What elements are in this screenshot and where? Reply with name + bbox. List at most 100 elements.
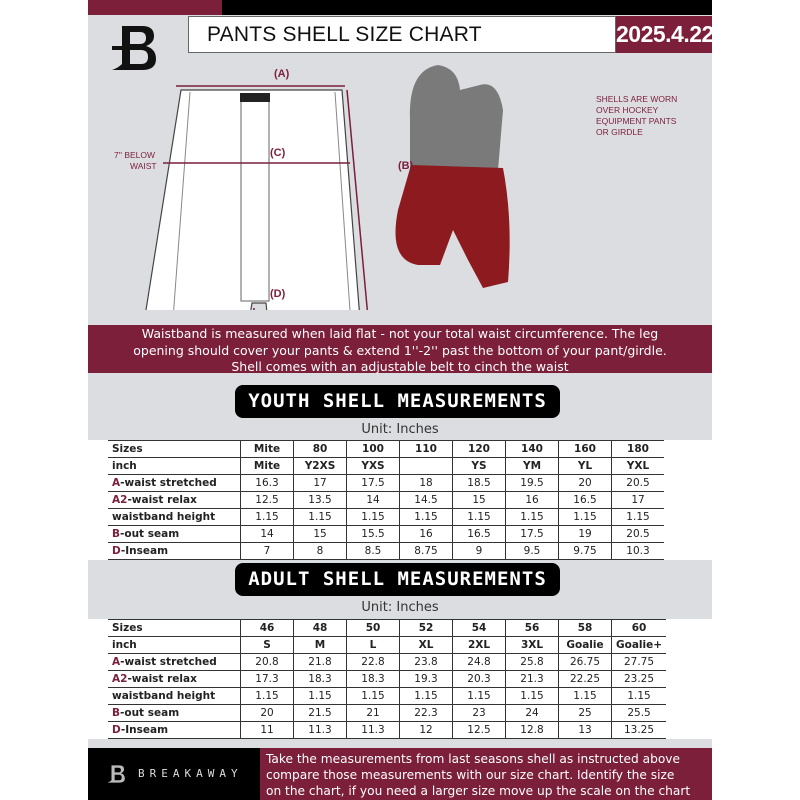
table-cell: 3XL: [505, 636, 559, 654]
brand-name: BREAKAWAY: [138, 767, 243, 780]
shell-note-line: EQUIPMENT PANTS: [596, 116, 677, 126]
table-cell: 9.5: [505, 542, 559, 560]
table-cell: 48: [293, 619, 347, 637]
table-cell: 1.15: [293, 687, 347, 705]
table-cell: 22.25: [558, 670, 612, 688]
row-label: waistband height: [108, 687, 241, 705]
measurement-label: -out seam: [120, 707, 180, 719]
table-cell: 13.5: [293, 491, 347, 509]
measurement-key: A2: [112, 494, 128, 506]
table-cell: 17.5: [346, 474, 400, 492]
table-row: waistband height 1.15 1.15 1.15 1.15 1.15 1.15…: [108, 687, 667, 705]
youth-size-table: Sizes Mite 80 100 110 120 140 160 180 inch Mite Y2X…: [108, 440, 664, 560]
table-cell: YL: [558, 457, 612, 475]
table-row: A2-waist relax 17.3 18.3 18.3 19.3 20.3 21.3 22…: [108, 670, 667, 688]
table-cell: 20: [558, 474, 612, 492]
table-cell: 1.15: [505, 508, 559, 526]
table-cell: 16: [399, 525, 453, 543]
shell-note-line: OVER HOCKEY: [596, 105, 659, 115]
adult-table-container: Sizes 46 48 50 52 54 56 58 60 inch S M L XL 2XL 3XL Goal…: [88, 619, 712, 739]
table-cell: 46: [240, 619, 294, 637]
row-label: Sizes: [108, 619, 241, 637]
footer-line: on the chart, if you need a larger size …: [266, 784, 691, 798]
table-cell: 58: [558, 619, 612, 637]
table-row: inch S M L XL 2XL 3XL Goalie Goalie+: [108, 636, 667, 654]
measurement-key: B: [112, 707, 121, 719]
table-cell: 1.15: [399, 508, 453, 526]
table-cell: 100: [346, 440, 400, 458]
shorts-diagram-illustration: [145, 65, 510, 310]
table-cell: 120: [452, 440, 506, 458]
measurement-instructions-banner: Waistband is measured when laid flat - n…: [88, 325, 712, 374]
row-label: waistband height: [108, 508, 241, 526]
table-cell: 23.8: [399, 653, 453, 671]
table-cell: 15: [293, 525, 347, 543]
table-cell: 16.5: [452, 525, 506, 543]
table-cell: XL: [399, 636, 453, 654]
measurement-label: -waist relax: [127, 494, 197, 506]
table-cell: [399, 457, 453, 475]
table-cell: 14: [240, 525, 294, 543]
page-title: PANTS SHELL SIZE CHART: [207, 23, 482, 46]
table-cell: 18: [399, 474, 453, 492]
youth-section-title: YOUTH SHELL MEASUREMENTS: [235, 385, 560, 418]
table-cell: 160: [558, 440, 612, 458]
table-cell: 21.5: [293, 704, 347, 722]
table-cell: 15: [452, 491, 506, 509]
measurement-label: -waist stretched: [120, 656, 217, 668]
table-cell: Mite: [240, 440, 294, 458]
row-label: inch: [108, 636, 241, 654]
table-cell: 12: [399, 721, 453, 739]
table-cell: 19.3: [399, 670, 453, 688]
table-cell: 21.3: [505, 670, 559, 688]
table-cell: L: [346, 636, 400, 654]
size-chart-page: PANTS SHELL SIZE CHART 2025.4.22 (A) (C)…: [88, 0, 712, 800]
table-cell: YS: [452, 457, 506, 475]
measurement-key: D: [112, 545, 121, 557]
table-cell: 1.15: [505, 687, 559, 705]
table-cell: 26.75: [558, 653, 612, 671]
measurement-label: Sizes: [112, 443, 143, 455]
row-label: A-waist stretched: [108, 653, 241, 671]
table-cell: 20: [240, 704, 294, 722]
table-cell: 15.5: [346, 525, 400, 543]
row-label: inch: [108, 457, 241, 475]
page-title-box: PANTS SHELL SIZE CHART: [188, 16, 616, 53]
banner-line: Waistband is measured when laid flat - n…: [141, 326, 659, 341]
measurement-key: A: [112, 656, 121, 668]
row-label: Sizes: [108, 440, 241, 458]
table-cell: 1.15: [240, 508, 294, 526]
table-cell: 1.15: [346, 508, 400, 526]
table-cell: 7: [240, 542, 294, 560]
table-cell: 60: [611, 619, 667, 637]
table-row: B-out seam 14 15 15.5 16 16.5 17.5 19 20.5: [108, 525, 664, 543]
table-cell: 24.8: [452, 653, 506, 671]
table-cell: 10.3: [611, 542, 664, 560]
top-bar: [222, 0, 712, 15]
table-cell: 1.15: [452, 508, 506, 526]
label-c: (C): [270, 147, 286, 159]
c-note-line2: WAIST: [130, 161, 157, 171]
footer-line: Take the measurements from last seasons …: [266, 752, 681, 766]
table-row: A2-waist relax 12.5 13.5 14 14.5 15 16 16.5 17: [108, 491, 664, 509]
date-badge: 2025.4.22: [616, 16, 712, 53]
banner-line: Shell comes with an adjustable belt to c…: [231, 359, 569, 374]
table-row: A-waist stretched 16.3 17 17.5 18 18.5 19.5 20 2…: [108, 474, 664, 492]
table-cell: 20.5: [611, 525, 664, 543]
shell-note: SHELLS ARE WORN OVER HOCKEY EQUIPMENT PA…: [596, 94, 677, 138]
table-cell: 20.5: [611, 474, 664, 492]
measurement-key: D: [112, 724, 121, 736]
table-cell: 21.8: [293, 653, 347, 671]
table-cell: 180: [611, 440, 664, 458]
table-cell: 27.75: [611, 653, 667, 671]
measurement-label: waistband height: [112, 511, 216, 523]
table-cell: 22.3: [399, 704, 453, 722]
measurement-label: inch: [112, 639, 137, 651]
shell-note-line: OR GIRDLE: [596, 127, 643, 137]
table-cell: 1.15: [240, 687, 294, 705]
top-bar-accent: [88, 0, 222, 15]
table-cell: 18.3: [346, 670, 400, 688]
footer-line: compare those measurements with our size…: [266, 768, 675, 782]
table-cell: 8: [293, 542, 347, 560]
table-cell: 17: [611, 491, 664, 509]
